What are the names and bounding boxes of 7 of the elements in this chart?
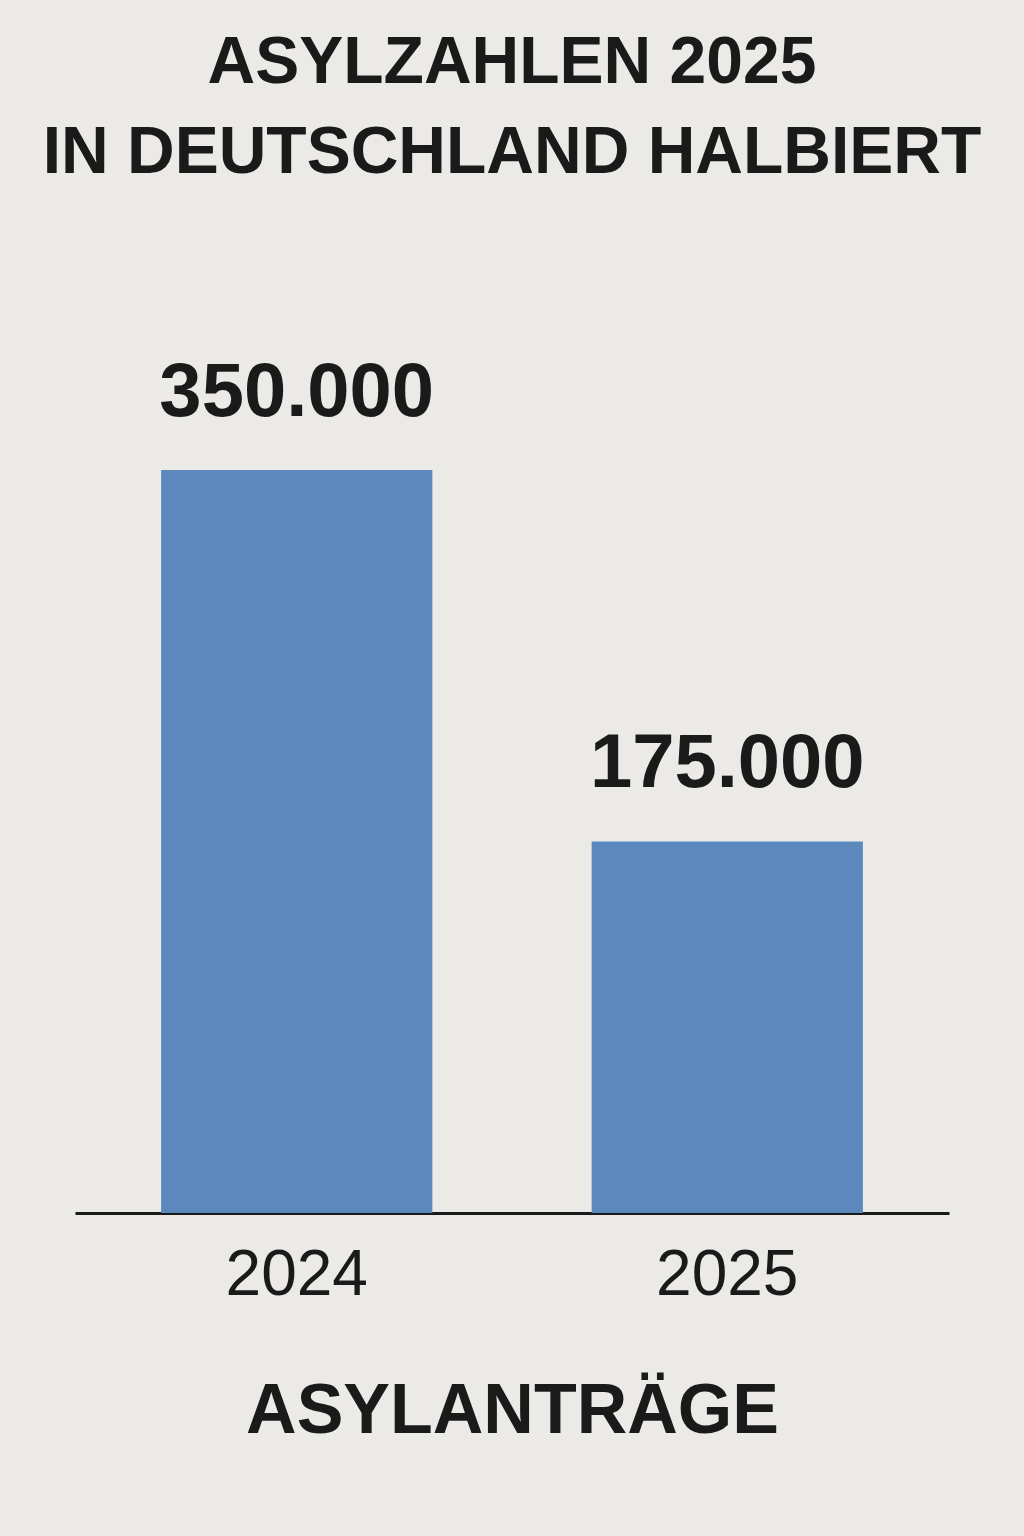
x-axis-title: ASYLANTRÄGE: [246, 1369, 779, 1448]
data-label: 350.000: [159, 346, 435, 432]
x-tick-label: 2024: [225, 1236, 368, 1309]
text: ASYLZAHLEN 2025: [207, 23, 817, 97]
x-tick-label: 2025: [656, 1236, 799, 1309]
data-label: 175.000: [589, 718, 865, 804]
text: IN DEUTSCHLAND HALBIERT: [42, 113, 982, 187]
